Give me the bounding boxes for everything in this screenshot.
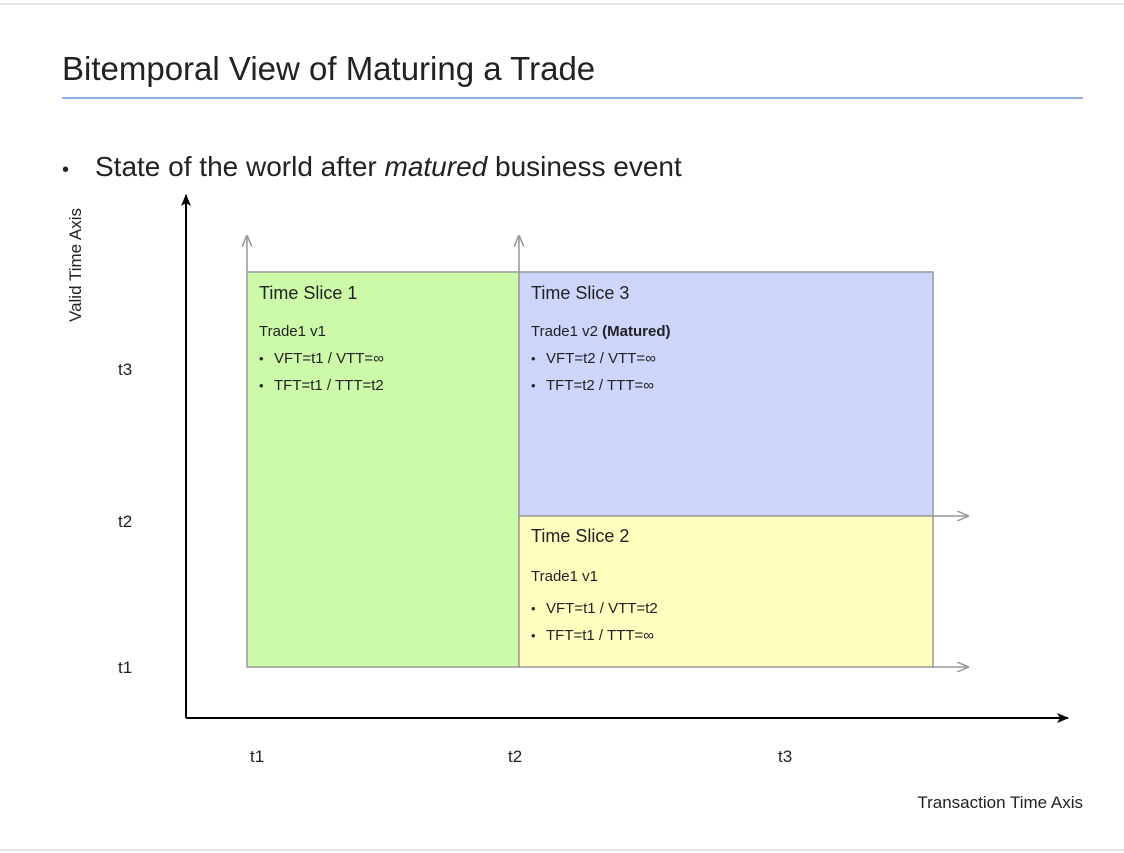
slice-trade: Trade1 v1 <box>531 568 598 585</box>
bullet: State of the world after matured busines… <box>95 151 682 182</box>
slice-box <box>518 515 934 668</box>
bullet-dot: • <box>62 159 69 181</box>
item-dot: • <box>259 378 264 393</box>
slice-trade: Trade1 v2 (Matured) <box>531 323 670 340</box>
slice-title: Time Slice 3 <box>531 283 629 303</box>
slice-title: Time Slice 1 <box>259 283 357 303</box>
y-tick-label: t2 <box>118 512 132 531</box>
bullet-text: business event <box>487 151 682 182</box>
y-tick-label: t1 <box>118 658 132 677</box>
y-tick-label: t3 <box>118 360 132 379</box>
y-axis-label: Valid Time Axis <box>66 208 85 322</box>
item-dot: • <box>531 378 536 393</box>
trade-text: Trade1 v2 <box>531 323 598 340</box>
slice-item: VFT=t2 / VTT=∞ <box>546 350 656 367</box>
x-tick-label: t2 <box>508 747 522 766</box>
x-tick-label: t3 <box>778 747 792 766</box>
item-dot: • <box>531 351 536 366</box>
slice-item: TFT=t2 / TTT=∞ <box>546 377 654 394</box>
slice-item: VFT=t1 / VTT=∞ <box>274 350 384 367</box>
slice-trade: Trade1 v1 <box>259 323 326 340</box>
x-axis-label: Transaction Time Axis <box>917 793 1083 812</box>
slice-box <box>518 271 934 517</box>
trade-note: (Matured) <box>602 323 670 340</box>
bullet-text: State of the world after <box>95 151 385 182</box>
slice-box <box>246 271 520 668</box>
slice-item: TFT=t1 / TTT=∞ <box>546 627 654 644</box>
item-dot: • <box>259 351 264 366</box>
x-tick-label: t1 <box>250 747 264 766</box>
slide-title: Bitemporal View of Maturing a Trade <box>62 50 595 87</box>
slice-title: Time Slice 2 <box>531 526 629 546</box>
slice-item: TFT=t1 / TTT=t2 <box>274 377 384 394</box>
bullet-emphasis: matured <box>385 151 489 182</box>
slice-item: VFT=t1 / VTT=t2 <box>546 600 658 617</box>
item-dot: • <box>531 628 536 643</box>
item-dot: • <box>531 601 536 616</box>
